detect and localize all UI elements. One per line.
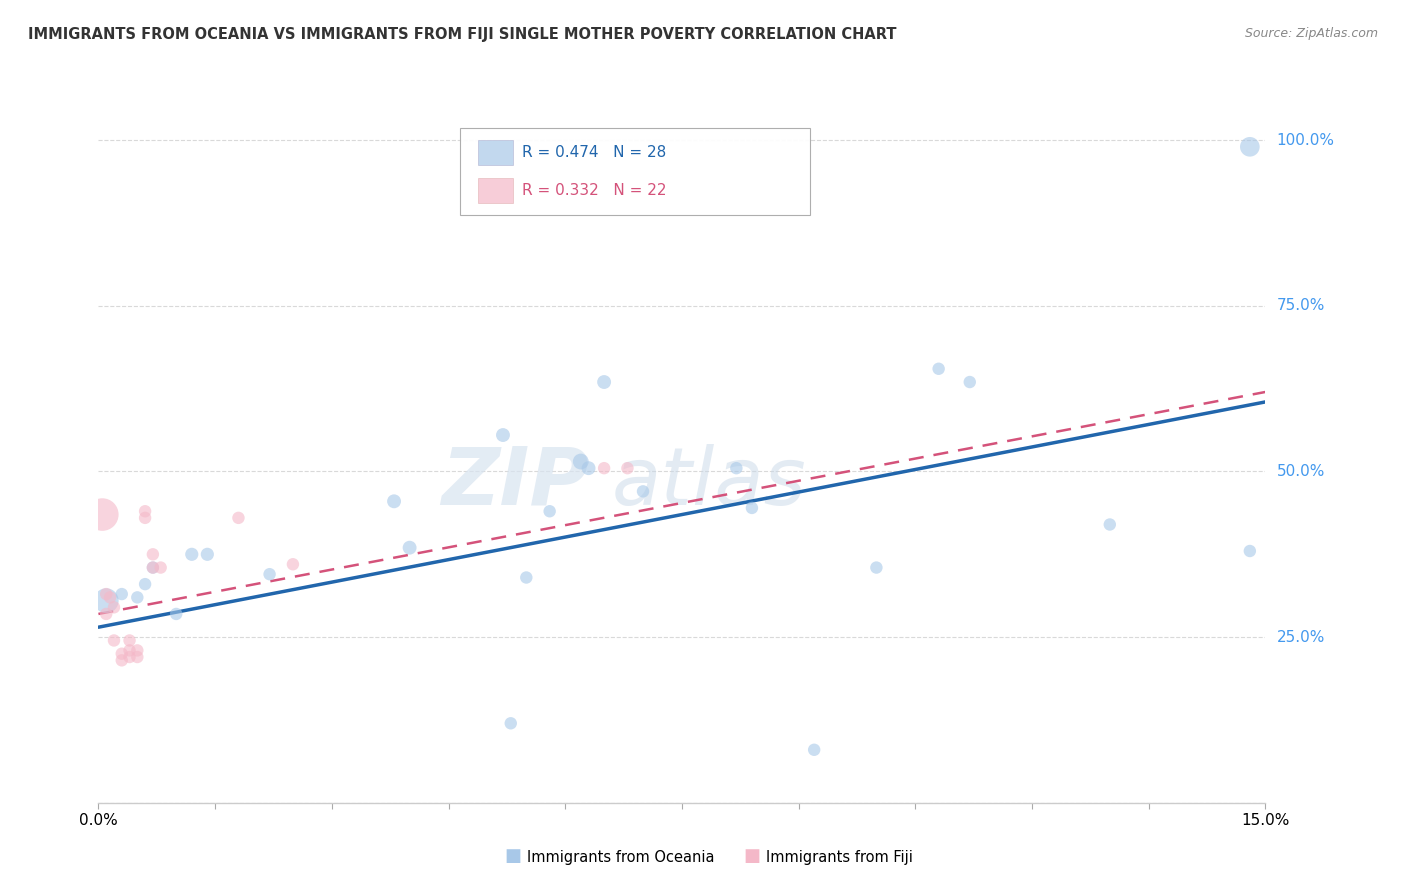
Text: 25.0%: 25.0% [1277, 630, 1324, 645]
Point [149, 560, 172, 574]
Point [959, 375, 981, 389]
Point [803, 743, 825, 757]
Point [928, 361, 950, 376]
Point [741, 500, 763, 515]
Text: 75.0%: 75.0% [1277, 298, 1324, 313]
Point [259, 567, 281, 582]
Point [142, 560, 165, 574]
Point [1239, 544, 1261, 558]
Point [593, 375, 616, 389]
Point [127, 591, 149, 605]
Point [195, 547, 218, 561]
Point [103, 600, 125, 615]
Text: R = 0.332   N = 22: R = 0.332 N = 22 [522, 183, 666, 198]
Point [142, 560, 165, 574]
Point [111, 647, 134, 661]
Point [134, 577, 156, 591]
Point [127, 650, 149, 665]
Point [98, 591, 121, 605]
Point [1098, 517, 1121, 532]
Point [228, 511, 250, 525]
Point [103, 633, 125, 648]
Text: Source: ZipAtlas.com: Source: ZipAtlas.com [1244, 27, 1378, 40]
Point [631, 484, 654, 499]
Point [616, 461, 638, 475]
FancyBboxPatch shape [478, 140, 513, 165]
Point [134, 511, 156, 525]
Point [111, 653, 134, 667]
Text: IMMIGRANTS FROM OCEANIA VS IMMIGRANTS FROM FIJI SINGLE MOTHER POVERTY CORRELATIO: IMMIGRANTS FROM OCEANIA VS IMMIGRANTS FR… [28, 27, 897, 42]
Point [593, 461, 616, 475]
Point [569, 454, 592, 468]
Point [96, 607, 118, 621]
Text: 50.0%: 50.0% [1277, 464, 1324, 479]
FancyBboxPatch shape [460, 128, 810, 215]
Point [281, 558, 304, 572]
Point [382, 494, 405, 508]
Point [499, 716, 522, 731]
Point [91, 508, 114, 522]
Point [118, 633, 141, 648]
Point [1239, 140, 1261, 154]
Point [118, 643, 141, 657]
Text: 100.0%: 100.0% [1277, 133, 1334, 148]
Point [538, 504, 561, 518]
Point [578, 461, 600, 475]
Text: atlas: atlas [612, 443, 807, 522]
Point [492, 428, 515, 442]
Point [96, 587, 118, 601]
Text: Immigrants from Oceania: Immigrants from Oceania [527, 850, 714, 865]
Point [142, 547, 165, 561]
Point [111, 587, 134, 601]
Text: Immigrants from Fiji: Immigrants from Fiji [766, 850, 912, 865]
Point [118, 650, 141, 665]
Point [865, 560, 887, 574]
Point [398, 541, 420, 555]
Text: ZIP: ZIP [441, 443, 589, 522]
Text: ■: ■ [744, 847, 761, 865]
Point [180, 547, 202, 561]
Point [127, 643, 149, 657]
Text: ■: ■ [505, 847, 522, 865]
Point [725, 461, 748, 475]
FancyBboxPatch shape [478, 178, 513, 203]
Text: R = 0.474   N = 28: R = 0.474 N = 28 [522, 145, 666, 160]
Point [515, 570, 537, 584]
Point [96, 593, 118, 607]
Point [134, 504, 156, 518]
Point [165, 607, 187, 621]
